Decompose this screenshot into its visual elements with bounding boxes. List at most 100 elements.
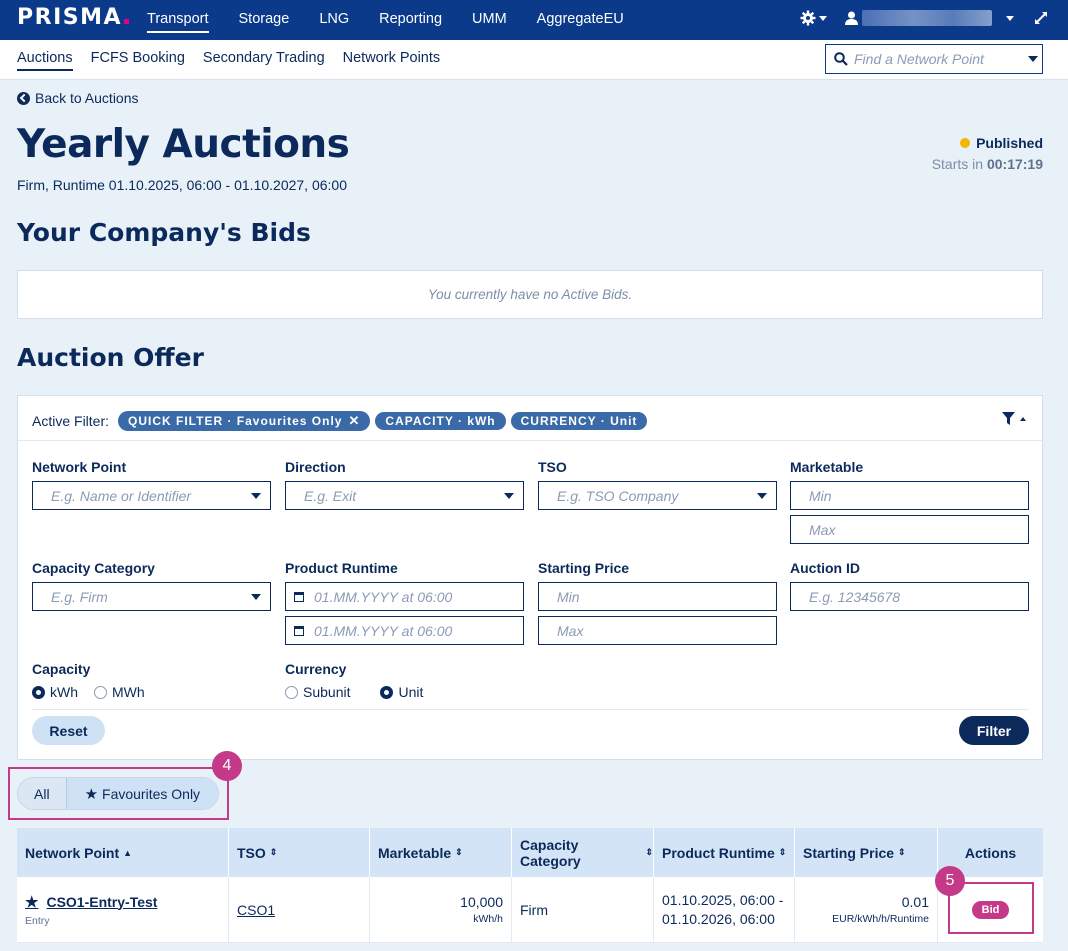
network-point-link[interactable]: ★ CSO1-Entry-Test bbox=[25, 893, 158, 911]
nav-umm[interactable]: UMM bbox=[472, 11, 507, 27]
nav-lng[interactable]: LNG bbox=[319, 11, 350, 27]
close-icon[interactable]: ✕ bbox=[348, 413, 361, 428]
col-network-point[interactable]: Network Point ▲ bbox=[17, 828, 229, 877]
countdown-value: 00:17:19 bbox=[986, 156, 1043, 172]
chevron-down-icon bbox=[819, 15, 827, 21]
tab-fcfs-booking[interactable]: FCFS Booking bbox=[90, 50, 185, 66]
chevron-down-icon bbox=[757, 493, 767, 499]
auction-id-input[interactable]: E.g. 12345678 bbox=[790, 582, 1029, 611]
cell-tso: CSO1 bbox=[229, 877, 370, 942]
callout-highlight-bid bbox=[948, 882, 1034, 934]
calendar-icon bbox=[294, 625, 304, 636]
back-arrow-icon bbox=[17, 91, 30, 105]
cell-capacity-category: Firm bbox=[512, 877, 654, 942]
calendar-icon bbox=[294, 591, 304, 602]
nav-storage[interactable]: Storage bbox=[238, 11, 290, 27]
table-header: Network Point ▲ TSO ⇕ Marketable ⇕ Capacity… bbox=[17, 828, 1043, 877]
countdown-prefix: Starts in bbox=[931, 156, 984, 172]
tab-secondary-trading[interactable]: Secondary Trading bbox=[202, 50, 325, 66]
sort-icon: ⇕ bbox=[269, 847, 278, 857]
runtime-to-input[interactable]: 01.MM.YYYY at 06:00 bbox=[285, 616, 524, 645]
marketable-max-input[interactable]: Max bbox=[790, 515, 1029, 544]
direction-select[interactable]: E.g. Exit bbox=[285, 481, 524, 510]
network-point-search[interactable] bbox=[825, 44, 1043, 74]
active-filter-label: Active Filter: bbox=[32, 413, 110, 429]
user-menu[interactable] bbox=[845, 10, 1014, 26]
bid-button[interactable]: Bid bbox=[971, 900, 1010, 919]
tab-auctions[interactable]: Auctions bbox=[17, 50, 73, 71]
active-filter-row: Active Filter: QUICK FILTER · Favourites… bbox=[32, 411, 648, 431]
marketable-min-input[interactable]: Min bbox=[790, 481, 1029, 510]
runtime-from-input[interactable]: 01.MM.YYYY at 06:00 bbox=[285, 582, 524, 611]
back-link[interactable]: Back to Auctions bbox=[17, 90, 139, 106]
chevron-up-icon bbox=[1020, 416, 1026, 421]
cell-marketable: 10,000 kWh/h bbox=[370, 877, 512, 942]
star-icon[interactable]: ★ bbox=[25, 893, 39, 911]
sort-icon: ⇕ bbox=[778, 847, 787, 857]
product-runtime-label: Product Runtime bbox=[285, 560, 398, 576]
prisma-logo[interactable]: PRISMA bbox=[17, 5, 130, 30]
col-starting-price[interactable]: Starting Price ⇕ bbox=[795, 828, 938, 877]
capacity-radio-group: kWh MWh bbox=[32, 684, 161, 700]
marketable-label: Marketable bbox=[790, 459, 864, 475]
main-navigation: Transport Storage LNG Reporting UMM Aggr… bbox=[147, 11, 654, 33]
chevron-down-icon[interactable] bbox=[1028, 56, 1038, 62]
tab-network-points[interactable]: Network Points bbox=[342, 50, 441, 66]
page-subtitle: Firm, Runtime 01.10.2025, 06:00 - 01.10.… bbox=[17, 177, 347, 193]
price-min-input[interactable]: Min bbox=[538, 582, 777, 611]
network-point-select[interactable]: E.g. Name or Identifier bbox=[32, 481, 271, 510]
starting-price-label: Starting Price bbox=[538, 560, 630, 576]
table-row: ★ CSO1-Entry-Test Entry CSO1 10,000 kWh/h… bbox=[17, 877, 1043, 943]
capacity-category-select[interactable]: E.g. Firm bbox=[32, 582, 271, 611]
user-name-redacted bbox=[862, 10, 992, 26]
sub-navigation: Auctions FCFS Booking Secondary Trading … bbox=[17, 50, 458, 71]
nav-aggregateeu[interactable]: AggregateEU bbox=[536, 11, 624, 27]
col-marketable[interactable]: Marketable ⇕ bbox=[370, 828, 512, 877]
toggle-favourites-only[interactable]: ★ Favourites Only bbox=[65, 778, 219, 809]
callout-highlight-toggle bbox=[8, 767, 229, 820]
filter-chip-favourites[interactable]: QUICK FILTER · Favourites Only ✕ bbox=[118, 411, 371, 431]
filter-chip-capacity: CAPACITY · kWh bbox=[375, 412, 506, 430]
currency-unit-radio[interactable]: Unit bbox=[380, 684, 423, 700]
filter-toggle[interactable] bbox=[1002, 412, 1026, 425]
user-icon bbox=[845, 11, 858, 25]
currency-radio-group: Subunit Unit bbox=[285, 684, 439, 700]
reset-button[interactable]: Reset bbox=[32, 716, 105, 745]
cell-product-runtime: 01.10.2025, 06:00 - 01.10.2026, 06:00 bbox=[654, 877, 795, 942]
capacity-label: Capacity bbox=[32, 661, 91, 677]
no-bids-message: You currently have no Active Bids. bbox=[17, 270, 1043, 319]
direction-text: Entry bbox=[25, 914, 50, 927]
toggle-all[interactable]: All bbox=[34, 785, 50, 802]
search-input[interactable] bbox=[854, 51, 1014, 67]
sort-icon: ⇕ bbox=[645, 847, 653, 857]
direction-label: Direction bbox=[285, 459, 346, 475]
col-tso[interactable]: TSO ⇕ bbox=[229, 828, 370, 877]
filter-chip-currency: CURRENCY · Unit bbox=[510, 412, 648, 430]
nav-transport[interactable]: Transport bbox=[147, 11, 209, 33]
currency-label: Currency bbox=[285, 661, 347, 677]
auction-offer-heading: Auction Offer bbox=[17, 343, 204, 372]
expand-icon[interactable] bbox=[1034, 11, 1048, 25]
filter-button[interactable]: Filter bbox=[959, 716, 1029, 745]
settings-menu[interactable] bbox=[800, 10, 827, 26]
status-label: Published bbox=[976, 135, 1043, 151]
callout-badge-5: 5 bbox=[935, 866, 965, 896]
sort-icon: ⇕ bbox=[898, 847, 906, 857]
price-max-input[interactable]: Max bbox=[538, 616, 777, 645]
status-dot-icon bbox=[960, 138, 971, 148]
bids-heading: Your Company's Bids bbox=[17, 218, 311, 247]
chevron-down-icon bbox=[1006, 15, 1014, 21]
col-capacity-category[interactable]: Capacity Category ⇕ bbox=[512, 828, 654, 877]
nav-reporting[interactable]: Reporting bbox=[379, 11, 443, 27]
currency-subunit-radio[interactable]: Subunit bbox=[285, 684, 350, 700]
capacity-mwh-radio[interactable]: MWh bbox=[94, 684, 145, 700]
callout-badge-4: 4 bbox=[212, 751, 242, 781]
filter-panel: Active Filter: QUICK FILTER · Favourites… bbox=[17, 395, 1043, 760]
tso-link[interactable]: CSO1 bbox=[237, 901, 276, 918]
sort-icon: ⇕ bbox=[455, 847, 463, 857]
tso-select[interactable]: E.g. TSO Company bbox=[538, 481, 777, 510]
page-title: Yearly Auctions bbox=[17, 122, 350, 167]
col-product-runtime[interactable]: Product Runtime ⇕ bbox=[654, 828, 795, 877]
capacity-kwh-radio[interactable]: kWh bbox=[32, 684, 78, 700]
divider bbox=[32, 709, 1028, 710]
